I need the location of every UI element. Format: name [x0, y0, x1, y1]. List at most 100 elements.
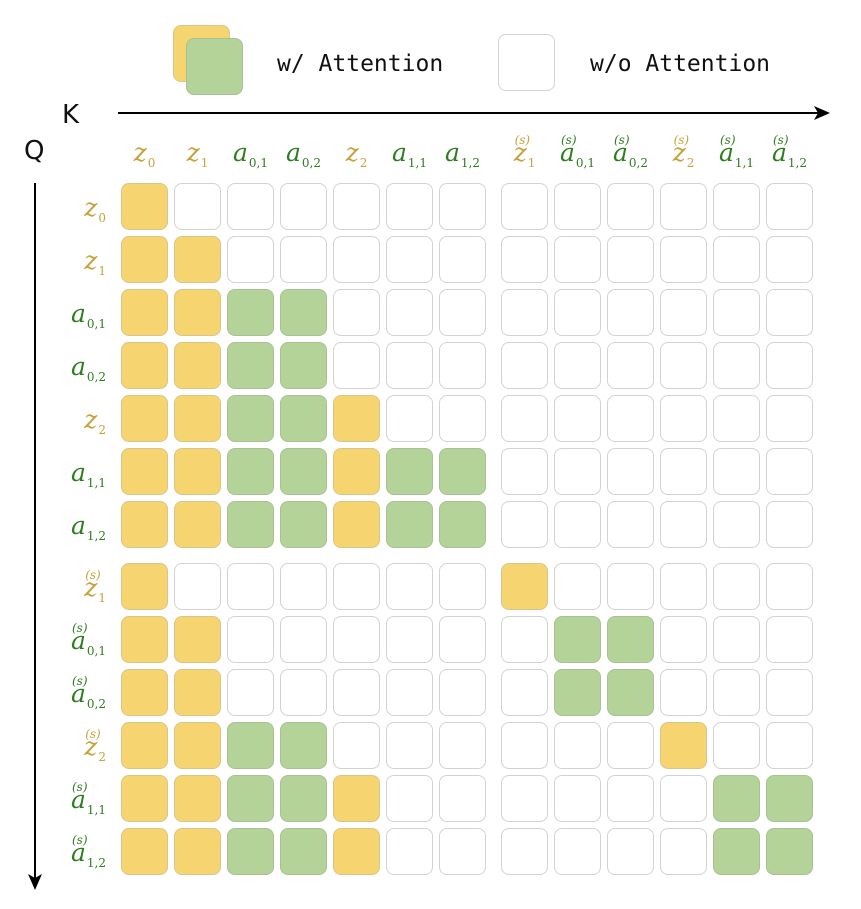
attention-cell-5-11 — [713, 448, 760, 495]
token-base: z — [84, 246, 98, 275]
attention-cell-6-0 — [121, 501, 168, 548]
attention-cell-4-6 — [439, 395, 486, 442]
token-subscript: 0,1 — [86, 317, 106, 331]
attention-cell-3-4 — [333, 342, 380, 389]
attention-cell-3-10 — [660, 342, 707, 389]
attention-cell-3-3 — [280, 342, 327, 389]
attention-cell-4-1 — [174, 395, 221, 442]
attention-cell-3-7 — [501, 342, 548, 389]
attention-cell-7-3 — [280, 563, 327, 610]
attention-cell-8-4 — [333, 616, 380, 663]
attention-cell-6-2 — [227, 501, 274, 548]
token-superscript: (s) — [85, 727, 101, 741]
attention-cell-2-11 — [713, 289, 760, 336]
attention-cell-6-10 — [660, 501, 707, 548]
attention-cell-9-12 — [766, 669, 813, 716]
attention-cell-1-4 — [333, 236, 380, 283]
attention-cell-5-8 — [554, 448, 601, 495]
token-base: a — [71, 626, 86, 655]
col-label-12: a (s) 1,2 — [760, 134, 819, 169]
token-superscript: (s) — [773, 133, 789, 147]
attention-cell-1-0 — [121, 236, 168, 283]
attention-cell-6-3 — [280, 501, 327, 548]
token-superscript: (s) — [85, 568, 101, 582]
attention-cell-12-8 — [554, 828, 601, 875]
attention-cell-12-9 — [607, 828, 654, 875]
legend-without-attention: w/o Attention — [590, 51, 771, 77]
attention-cell-2-12 — [766, 289, 813, 336]
attention-cell-8-8 — [554, 616, 601, 663]
row-label-11: a (s) 1,1 — [40, 781, 106, 817]
col-label-1: z1 — [168, 140, 227, 169]
attention-cell-0-8 — [554, 183, 601, 230]
attention-cell-12-12 — [766, 828, 813, 875]
attention-cell-10-3 — [280, 722, 327, 769]
attention-cell-12-11 — [713, 828, 760, 875]
col-label-6: a1,2 — [433, 140, 492, 169]
token-base: a — [445, 138, 460, 167]
q-axis-label: Q — [24, 136, 45, 166]
attention-cell-9-6 — [439, 669, 486, 716]
token-subscript: 1,2 — [86, 856, 106, 870]
attention-cell-2-4 — [333, 289, 380, 336]
attention-cell-11-2 — [227, 775, 274, 822]
attention-cell-12-0 — [121, 828, 168, 875]
attention-cell-5-4 — [333, 448, 380, 495]
attention-cell-5-7 — [501, 448, 548, 495]
attention-cell-5-10 — [660, 448, 707, 495]
attention-cell-6-1 — [174, 501, 221, 548]
token-base: a — [719, 138, 734, 167]
token-base: z — [84, 193, 98, 222]
attention-cell-2-3 — [280, 289, 327, 336]
attention-cell-10-8 — [554, 722, 601, 769]
token-base: a — [71, 458, 86, 487]
col-label-4: z2 — [327, 140, 386, 169]
attention-cell-10-12 — [766, 722, 813, 769]
token-subscript: 1,1 — [86, 803, 106, 817]
attention-cell-1-6 — [439, 236, 486, 283]
attention-cell-3-5 — [386, 342, 433, 389]
col-label-7: z (s) 1 — [495, 134, 554, 169]
attention-cell-9-7 — [501, 669, 548, 716]
attention-cell-0-7 — [501, 183, 548, 230]
token-subscript: 0,2 — [301, 156, 321, 170]
attention-cell-12-2 — [227, 828, 274, 875]
attention-cell-11-10 — [660, 775, 707, 822]
attention-cell-11-12 — [766, 775, 813, 822]
token-subscript: 1,1 — [734, 156, 754, 170]
token-base: z — [513, 138, 527, 167]
attention-cell-5-6 — [439, 448, 486, 495]
attention-cell-2-9 — [607, 289, 654, 336]
col-label-3: a0,2 — [274, 140, 333, 169]
attention-cell-9-10 — [660, 669, 707, 716]
token-base: a — [286, 138, 301, 167]
col-label-10: z (s) 2 — [654, 134, 713, 169]
attention-cell-0-4 — [333, 183, 380, 230]
token-base: a — [71, 511, 86, 540]
attention-cell-11-1 — [174, 775, 221, 822]
attention-cell-12-3 — [280, 828, 327, 875]
token-superscript: (s) — [614, 133, 630, 147]
attention-cell-7-11 — [713, 563, 760, 610]
attention-cell-9-4 — [333, 669, 380, 716]
token-base: a — [613, 138, 628, 167]
attention-cell-4-0 — [121, 395, 168, 442]
token-subscript: 0,2 — [628, 156, 648, 170]
attention-cell-1-9 — [607, 236, 654, 283]
attention-cell-8-5 — [386, 616, 433, 663]
attention-cell-4-11 — [713, 395, 760, 442]
token-base: z — [84, 732, 98, 761]
token-superscript: (s) — [720, 133, 736, 147]
row-label-12: a (s) 1,2 — [40, 834, 106, 870]
token-subscript: 0 — [147, 156, 156, 170]
attention-cell-5-3 — [280, 448, 327, 495]
attention-cell-0-9 — [607, 183, 654, 230]
attention-cell-12-7 — [501, 828, 548, 875]
attention-cell-10-4 — [333, 722, 380, 769]
token-subscript: 2 — [98, 423, 106, 437]
attention-cell-7-8 — [554, 563, 601, 610]
col-label-2: a0,1 — [221, 140, 280, 169]
attention-cell-1-8 — [554, 236, 601, 283]
attention-cell-4-12 — [766, 395, 813, 442]
token-subscript: 2 — [98, 750, 106, 764]
